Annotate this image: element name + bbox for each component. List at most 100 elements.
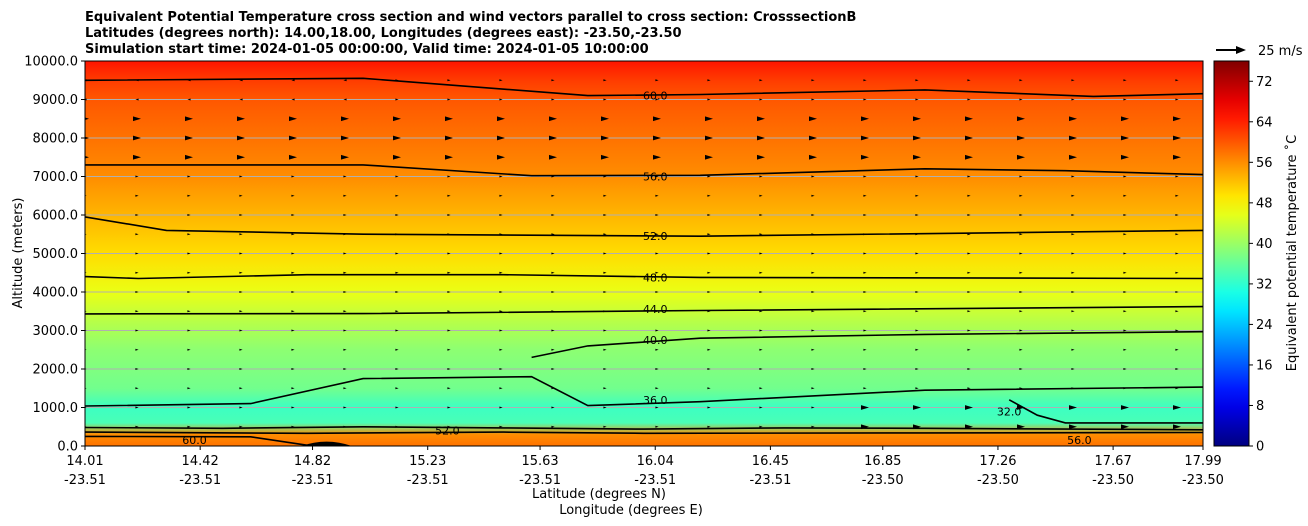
wind-vector	[291, 329, 295, 332]
x-tick-label-latitude: 15.63	[521, 454, 558, 469]
wind-vector	[497, 154, 505, 160]
wind-vector	[393, 135, 401, 141]
wind-vector	[239, 194, 243, 197]
wind-vector	[653, 116, 661, 122]
x-tick-label-latitude: 16.04	[637, 454, 674, 469]
wind-vector	[551, 175, 555, 178]
wind-vector	[499, 194, 503, 197]
x-tick-label-latitude: 14.01	[66, 454, 103, 469]
wind-vector	[551, 233, 555, 236]
wind-vector	[1175, 310, 1179, 313]
wind-vector	[863, 291, 867, 293]
wind-vector	[655, 406, 659, 409]
wind-vector	[1123, 214, 1127, 216]
wind-vector	[757, 116, 765, 122]
wind-vector	[861, 405, 869, 410]
wind-vector	[603, 271, 607, 274]
wind-vector	[707, 329, 711, 332]
wind-vector	[915, 329, 919, 332]
wind-vector	[965, 405, 973, 410]
wind-vector	[343, 79, 347, 82]
contour-line	[85, 375, 1203, 407]
wind-vector	[707, 291, 711, 293]
wind-vector	[1019, 252, 1023, 255]
wind-vector	[1071, 387, 1075, 390]
x-tick-label-latitude: 14.82	[294, 454, 331, 469]
wind-vector	[967, 271, 971, 274]
wind-vector	[655, 98, 659, 101]
wind-vector	[1017, 116, 1025, 122]
wind-vector	[1123, 310, 1127, 313]
chart-title-line-3: Simulation start time: 2024-01-05 00:00:…	[85, 42, 649, 57]
contour-label: 60.0	[643, 90, 668, 103]
contour-line	[85, 273, 1203, 280]
x-tick-label-longitude: -23.50	[1092, 473, 1134, 488]
wind-vector	[863, 194, 867, 197]
wind-vector	[499, 310, 503, 313]
wind-vector	[1019, 291, 1023, 293]
chart-title-line-2: Latitudes (degrees north): 14.00,18.00, …	[85, 26, 682, 41]
wind-vector	[395, 175, 399, 178]
wind-vector	[291, 368, 295, 370]
wind-vector	[1017, 424, 1025, 430]
wind-vector	[395, 387, 399, 390]
wind-vector	[549, 154, 557, 160]
wind-vector	[863, 329, 867, 332]
y-tick-label: 9000.0	[33, 93, 79, 108]
wind-vector	[1123, 329, 1127, 332]
wind-vector	[757, 135, 765, 141]
wind-vector	[135, 368, 139, 370]
contour-line	[85, 425, 1203, 431]
wind-vector	[1123, 271, 1127, 274]
wind-vector	[707, 79, 711, 82]
wind-vector	[655, 425, 659, 428]
wind-vector	[447, 214, 451, 216]
wind-vector	[187, 348, 191, 351]
wind-vector	[135, 291, 139, 293]
wind-vector	[811, 271, 815, 274]
wind-vector	[759, 310, 763, 313]
wind-vector	[291, 406, 295, 409]
wind-vector	[187, 368, 191, 370]
wind-vector	[1175, 194, 1179, 197]
wind-vector	[239, 175, 243, 178]
wind-vector	[447, 329, 451, 332]
wind-vector	[863, 175, 867, 178]
wind-vector	[1019, 233, 1023, 236]
wind-vector	[343, 175, 347, 178]
wind-vector	[863, 79, 867, 82]
contour-label: 60.0	[182, 434, 207, 447]
wind-vector	[1173, 135, 1181, 141]
wind-vector	[551, 194, 555, 197]
wind-vector	[395, 233, 399, 236]
wind-vector	[291, 233, 295, 236]
wind-vector	[967, 252, 971, 255]
wind-vector	[135, 425, 139, 428]
wind-vector	[343, 425, 347, 428]
wind-vector	[343, 252, 347, 255]
wind-vector	[343, 291, 347, 293]
wind-vector	[601, 154, 609, 160]
wind-vector	[393, 154, 401, 160]
wind-vector	[447, 406, 451, 409]
wind-vector	[965, 154, 973, 160]
x-tick-label-latitude: 14.42	[182, 454, 219, 469]
wind-vector	[705, 154, 713, 160]
wind-vector	[239, 98, 243, 101]
wind-vector	[1175, 271, 1179, 274]
wind-vector	[1071, 79, 1075, 82]
wind-vector	[341, 116, 349, 122]
wind-vector	[1071, 310, 1075, 313]
wind-vector	[705, 135, 713, 141]
wind-vector	[707, 425, 711, 428]
wind-vector	[1123, 98, 1127, 101]
wind-vector	[497, 116, 505, 122]
wind-vector	[655, 79, 659, 82]
wind-vector	[1017, 154, 1025, 160]
x-axis-label-latitude: Latitude (degrees N)	[532, 487, 666, 502]
wind-vector	[1069, 116, 1077, 122]
wind-vector	[967, 214, 971, 216]
wind-vector	[1071, 214, 1075, 216]
wind-vector	[967, 98, 971, 101]
wind-vector	[1017, 135, 1025, 141]
